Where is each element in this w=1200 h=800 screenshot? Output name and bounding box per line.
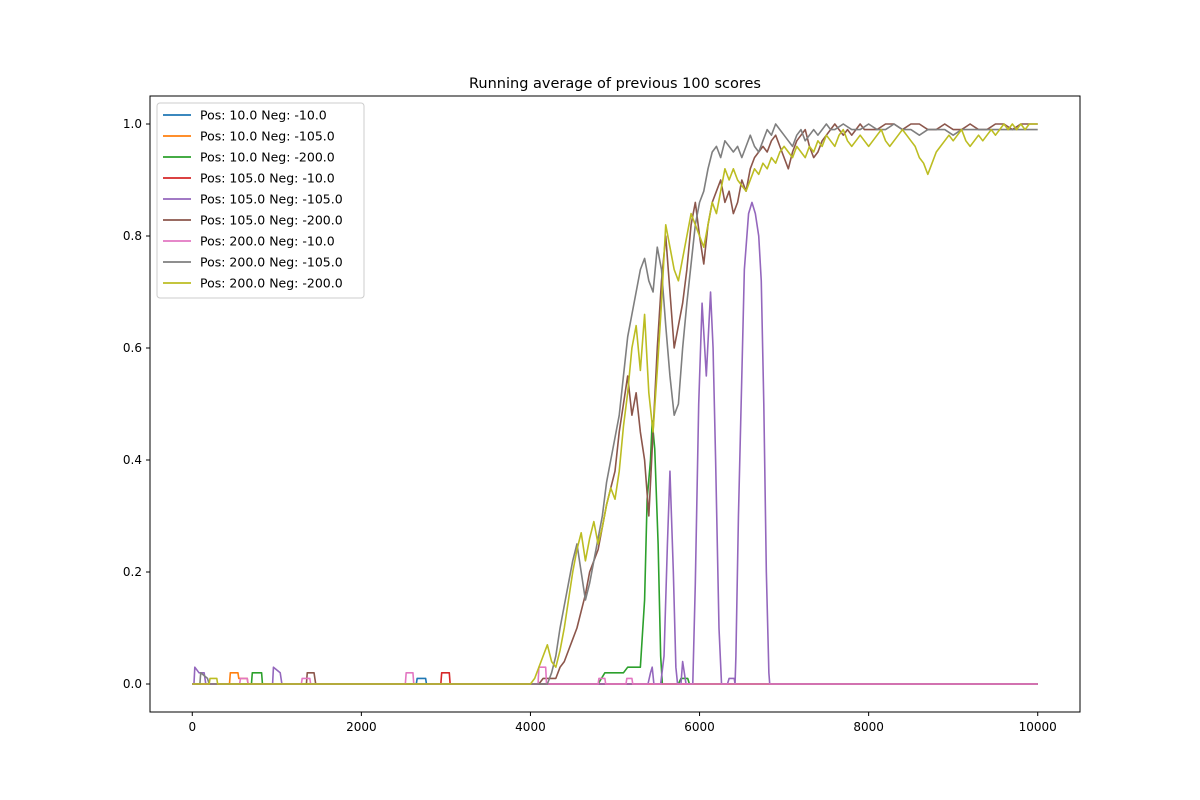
x-tick-label: 10000 [1019, 720, 1057, 734]
y-tick-label: 0.8 [123, 229, 142, 243]
y-tick-label: 0.2 [123, 565, 142, 579]
x-tick-label: 2000 [346, 720, 377, 734]
y-tick-label: 0.6 [123, 341, 142, 355]
legend-label: Pos: 10.0 Neg: -200.0 [200, 150, 335, 165]
legend-label: Pos: 105.0 Neg: -105.0 [200, 192, 343, 207]
legend-label: Pos: 200.0 Neg: -105.0 [200, 255, 343, 270]
x-tick-label: 4000 [515, 720, 546, 734]
y-tick-label: 0.4 [123, 453, 142, 467]
series-line-5 [192, 201, 1038, 685]
legend-label: Pos: 200.0 Neg: -200.0 [200, 276, 343, 291]
legend-label: Pos: 105.0 Neg: -10.0 [200, 171, 335, 186]
series-line-8 [192, 123, 1038, 685]
x-tick-label: 0 [188, 720, 196, 734]
x-tick-label: 6000 [684, 720, 715, 734]
legend-box [156, 102, 365, 299]
legend-label: Pos: 200.0 Neg: -10.0 [200, 234, 335, 249]
legend-label: Pos: 10.0 Neg: -105.0 [200, 129, 335, 144]
legend-label: Pos: 105.0 Neg: -200.0 [200, 213, 343, 228]
y-tick-label: 0.0 [123, 677, 142, 691]
y-axis: 0.0 0.2 0.4 0.6 0.8 1.0 [123, 117, 150, 691]
plot-frame [149, 95, 1081, 713]
y-tick-label: 1.0 [123, 117, 142, 131]
x-axis: 0 2000 4000 6000 8000 10000 [188, 712, 1057, 734]
series-line-9 [192, 123, 1038, 685]
x-tick-label: 8000 [853, 720, 884, 734]
chart-title: Running average of previous 100 scores [469, 76, 761, 92]
legend: Pos: 10.0 Neg: -10.0 Pos: 10.0 Neg: -105.… [156, 102, 365, 299]
legend-label: Pos: 10.0 Neg: -10.0 [200, 108, 327, 123]
plot-area [192, 123, 1038, 685]
